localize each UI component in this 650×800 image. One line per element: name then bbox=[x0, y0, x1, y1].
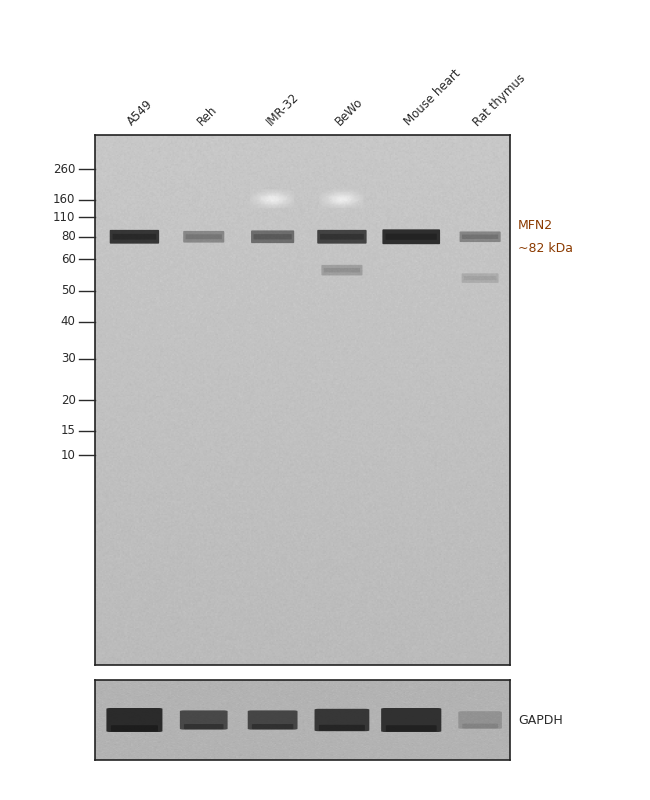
FancyBboxPatch shape bbox=[458, 711, 502, 729]
FancyBboxPatch shape bbox=[107, 708, 162, 732]
Text: ~82 kDa: ~82 kDa bbox=[518, 242, 573, 254]
FancyBboxPatch shape bbox=[324, 268, 360, 272]
FancyBboxPatch shape bbox=[319, 725, 365, 731]
Text: IMR-32: IMR-32 bbox=[263, 91, 301, 129]
Text: 40: 40 bbox=[60, 315, 75, 328]
Text: 60: 60 bbox=[60, 253, 75, 266]
FancyBboxPatch shape bbox=[460, 231, 500, 242]
Text: Rat thymus: Rat thymus bbox=[471, 71, 528, 129]
Text: 110: 110 bbox=[53, 210, 75, 224]
FancyBboxPatch shape bbox=[112, 234, 156, 240]
FancyBboxPatch shape bbox=[180, 710, 227, 730]
FancyBboxPatch shape bbox=[320, 234, 364, 240]
Text: 50: 50 bbox=[60, 284, 75, 298]
Text: 10: 10 bbox=[60, 449, 75, 462]
FancyBboxPatch shape bbox=[252, 724, 293, 730]
FancyBboxPatch shape bbox=[111, 725, 158, 731]
Text: 30: 30 bbox=[60, 352, 75, 365]
Text: A549: A549 bbox=[125, 98, 156, 129]
Text: 260: 260 bbox=[53, 163, 75, 176]
FancyBboxPatch shape bbox=[254, 234, 292, 239]
Text: Mouse heart: Mouse heart bbox=[402, 67, 463, 129]
Text: 160: 160 bbox=[53, 193, 75, 206]
FancyBboxPatch shape bbox=[110, 230, 159, 244]
FancyBboxPatch shape bbox=[462, 274, 499, 283]
FancyBboxPatch shape bbox=[464, 276, 497, 280]
Text: Reh: Reh bbox=[194, 103, 220, 129]
FancyBboxPatch shape bbox=[251, 230, 294, 243]
Text: MFN2: MFN2 bbox=[518, 219, 553, 232]
FancyBboxPatch shape bbox=[185, 234, 222, 239]
FancyBboxPatch shape bbox=[317, 230, 367, 244]
FancyBboxPatch shape bbox=[315, 709, 369, 731]
FancyBboxPatch shape bbox=[386, 725, 437, 731]
FancyBboxPatch shape bbox=[381, 708, 441, 732]
Text: 20: 20 bbox=[60, 394, 75, 406]
FancyBboxPatch shape bbox=[462, 234, 499, 239]
Text: BeWo: BeWo bbox=[333, 96, 365, 129]
FancyBboxPatch shape bbox=[382, 230, 440, 244]
FancyBboxPatch shape bbox=[321, 265, 363, 275]
Text: 80: 80 bbox=[60, 230, 75, 243]
FancyBboxPatch shape bbox=[183, 231, 224, 242]
Text: 15: 15 bbox=[60, 424, 75, 438]
FancyBboxPatch shape bbox=[184, 724, 224, 730]
FancyBboxPatch shape bbox=[248, 710, 298, 730]
Text: GAPDH: GAPDH bbox=[518, 714, 562, 726]
FancyBboxPatch shape bbox=[462, 723, 498, 728]
FancyBboxPatch shape bbox=[385, 234, 437, 240]
